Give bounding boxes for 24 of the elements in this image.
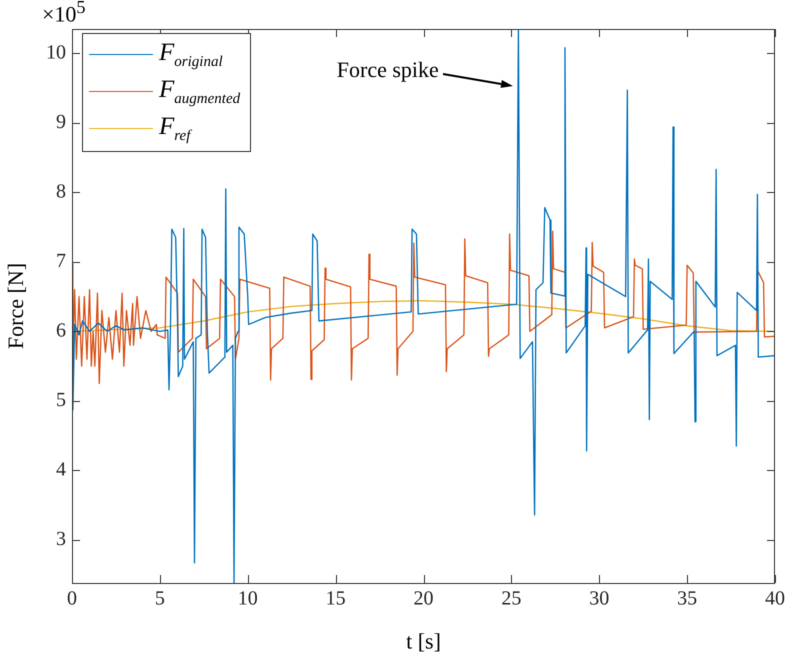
- x-axis-title: t [s]: [406, 628, 441, 654]
- y-tick-label: 8: [56, 180, 66, 203]
- x-tick-label: 20: [414, 587, 434, 610]
- x-tick-label: 35: [677, 587, 698, 610]
- y-axis-title: Force [N]: [2, 262, 28, 350]
- text: ×10$^{5}$: [42, 0, 86, 28]
- x-tick-label: 40: [765, 587, 785, 610]
- y-tick-label: 3: [56, 528, 66, 550]
- y-tick-label: 10: [46, 42, 66, 64]
- y-tick-label: 4: [56, 458, 66, 481]
- x-tick-label: 15: [326, 587, 346, 610]
- y-tick-label: 7: [56, 250, 66, 272]
- annotation: Force spike: [336, 57, 439, 83]
- legend-label: F$_{ref}$: [159, 112, 190, 144]
- x-tick-label: 0: [67, 587, 77, 610]
- y-tick-label: 6: [56, 320, 66, 342]
- x-tick-label: 10: [238, 587, 258, 610]
- legend-label: F$_{augmented}$: [159, 76, 240, 108]
- x-tick-label: 5: [154, 587, 165, 610]
- y-tick-label: 5: [56, 389, 66, 412]
- x-tick-label: 25: [501, 587, 522, 610]
- y-tick-label: 9: [56, 111, 66, 134]
- x-tick-label: 30: [589, 587, 610, 610]
- legend-label: F$_{original}$: [159, 38, 223, 70]
